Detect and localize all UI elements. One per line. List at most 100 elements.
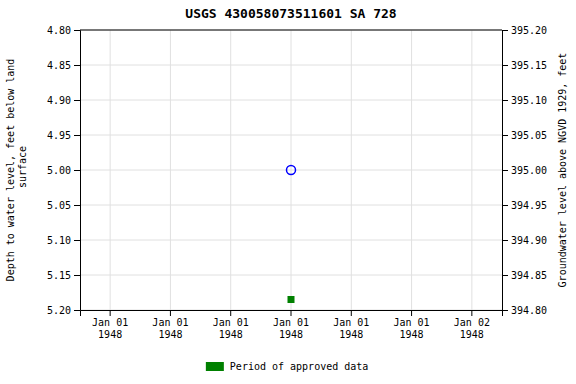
y2-tick-label: 395.15 [511, 60, 547, 71]
x-tick: Jan 011948 [273, 310, 309, 340]
grid-line [291, 30, 292, 310]
y2-axis: 394.80 394.85 394.90 394.95 395.00 395.05 395.… [502, 25, 547, 316]
tick-mark [291, 310, 292, 316]
axis-line [81, 311, 503, 317]
point [288, 296, 295, 303]
tick-label-line: 1948 [460, 329, 484, 340]
x-tick: Jan 011948 [394, 310, 430, 340]
tick-label-line: Jan 01 [333, 317, 369, 328]
tick-mark [502, 240, 508, 241]
tick-mark [502, 30, 508, 31]
x-tick-label: Jan 011948 [273, 317, 309, 340]
label-line: Groundwater level above NGVD 1929, feet [557, 53, 568, 288]
y2-tick: 394.80 [502, 305, 547, 316]
legend-label: Period of approved data [230, 361, 368, 372]
tick-label-line: 1948 [279, 329, 303, 340]
y2-tick: 395.05 [502, 130, 547, 141]
x-tick-label: Jan 011948 [333, 317, 369, 340]
grid-line [170, 30, 171, 310]
tick-label-line: 1948 [400, 329, 424, 340]
tick-mark [502, 205, 508, 206]
x-tick-label: Jan 021948 [454, 317, 490, 340]
plot: Jan 011948Jan 011948Jan 011948Jan 011948… [5, 6, 568, 340]
y-tick-label: 5.20 [47, 305, 71, 316]
tick-mark [74, 100, 80, 101]
y-tick-label: 4.95 [47, 130, 71, 141]
y2-tick: 394.85 [502, 270, 547, 281]
tick-mark [502, 135, 508, 136]
tick-mark [230, 310, 231, 316]
grid-line [80, 30, 502, 31]
axis-line [503, 31, 509, 311]
y-tick: 5.05 [47, 200, 80, 211]
y-tick: 4.85 [47, 60, 80, 71]
y-tick-label: 5.00 [47, 165, 71, 176]
x-tick-label: Jan 011948 [152, 317, 188, 340]
tick-mark [502, 310, 508, 311]
y-tick: 5.00 [47, 165, 80, 176]
x-tick: Jan 011948 [92, 310, 128, 340]
grid-line [411, 30, 412, 310]
y2-tick: 395.15 [502, 60, 547, 71]
tick-mark [110, 310, 111, 316]
y2-tick: 394.95 [502, 200, 547, 211]
tick-label-line: Jan 01 [213, 317, 249, 328]
grid-line [351, 30, 352, 310]
x-tick: Jan 021948 [454, 310, 490, 340]
title: USGS 430058073511601 SA 728 [185, 6, 396, 21]
tick-mark [74, 170, 80, 171]
marks [287, 166, 296, 304]
tick-mark [74, 240, 80, 241]
y2-tick: 395.20 [502, 25, 547, 36]
chart: Jan 011948Jan 011948Jan 011948Jan 011948… [0, 0, 576, 384]
tick-label-line: Jan 01 [152, 317, 188, 328]
axis-line [74, 31, 81, 311]
point [287, 166, 296, 175]
x-tick: Jan 011948 [152, 310, 188, 340]
y-tick-label: 4.85 [47, 60, 71, 71]
x-axis: Jan 011948Jan 011948Jan 011948Jan 011948… [81, 310, 503, 340]
x-tick-label: Jan 011948 [92, 317, 128, 340]
tick-label-line: 1948 [219, 329, 243, 340]
label-line: surface [17, 146, 28, 194]
tick-mark [351, 310, 352, 316]
y2-tick: 394.90 [502, 235, 547, 246]
tick-mark [74, 135, 80, 136]
tick-mark [502, 100, 508, 101]
x-tick-label: Jan 011948 [213, 317, 249, 340]
x-tick: Jan 011948 [333, 310, 369, 340]
tick-mark [74, 65, 80, 66]
grid [80, 30, 502, 310]
y-axis-title: Depth to water level, feet below land su… [5, 59, 28, 282]
y2-tick-label: 395.05 [511, 130, 547, 141]
x-tick-label: Jan 011948 [394, 317, 430, 340]
y-axis: 4.804.854.904.955.005.055.105.155.20 [47, 25, 81, 316]
tick-mark [74, 30, 80, 31]
y2-tick: 395.10 [502, 95, 547, 106]
y2-tick: 395.00 [502, 165, 547, 176]
tick-label-line: Jan 01 [92, 317, 128, 328]
y-tick: 4.90 [47, 95, 80, 106]
tick-mark [74, 205, 80, 206]
tick-mark [471, 310, 472, 316]
tick-mark [170, 310, 171, 316]
y2-tick-label: 395.00 [511, 165, 547, 176]
grid-line [230, 30, 231, 310]
legend-swatch [206, 362, 224, 371]
y-tick: 5.20 [47, 305, 80, 316]
tick-mark [502, 275, 508, 276]
y-tick-label: 4.90 [47, 95, 71, 106]
grid-line [110, 30, 111, 310]
y2-tick-label: 394.90 [511, 235, 547, 246]
legend-item: Period of approved data [206, 361, 368, 372]
tick-label-line: 1948 [98, 329, 122, 340]
y2-tick-label: 394.85 [511, 270, 547, 281]
grid-line [471, 30, 472, 310]
y2-tick-label: 395.10 [511, 95, 547, 106]
tick-mark [74, 310, 80, 311]
legend: Period of approved data [206, 361, 368, 372]
y2-tick-label: 394.80 [511, 305, 547, 316]
y-tick-label: 5.15 [47, 270, 71, 281]
tick-label-line: 1948 [339, 329, 363, 340]
y-tick: 4.95 [47, 130, 80, 141]
